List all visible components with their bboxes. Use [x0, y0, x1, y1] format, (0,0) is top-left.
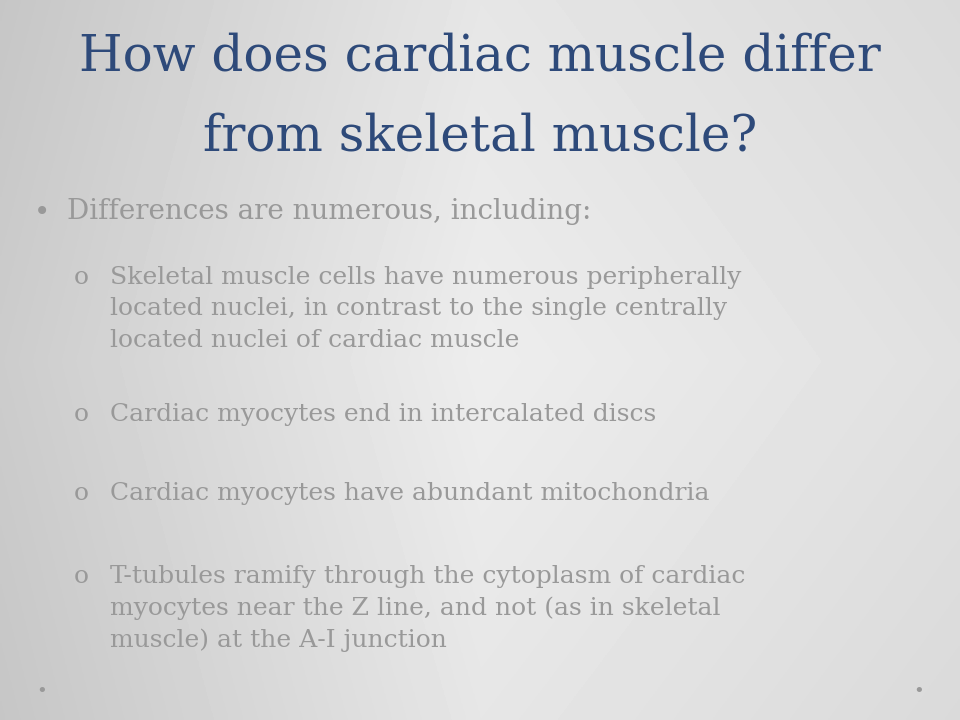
- Text: T-tubules ramify through the cytoplasm of cardiac
myocytes near the Z line, and : T-tubules ramify through the cytoplasm o…: [110, 565, 746, 652]
- Text: Differences are numerous, including:: Differences are numerous, including:: [67, 198, 591, 225]
- Text: o: o: [74, 482, 89, 505]
- Text: Cardiac myocytes have abundant mitochondria: Cardiac myocytes have abundant mitochond…: [110, 482, 709, 505]
- Text: •: •: [913, 682, 924, 700]
- Text: How does cardiac muscle differ: How does cardiac muscle differ: [79, 32, 881, 82]
- Text: o: o: [74, 565, 89, 588]
- Text: from skeletal muscle?: from skeletal muscle?: [203, 112, 757, 161]
- Text: •: •: [36, 682, 47, 700]
- Text: Skeletal muscle cells have numerous peripherally
located nuclei, in contrast to : Skeletal muscle cells have numerous peri…: [110, 266, 742, 351]
- Text: Cardiac myocytes end in intercalated discs: Cardiac myocytes end in intercalated dis…: [110, 403, 657, 426]
- Text: •: •: [34, 198, 50, 226]
- Text: o: o: [74, 266, 89, 289]
- Text: o: o: [74, 403, 89, 426]
